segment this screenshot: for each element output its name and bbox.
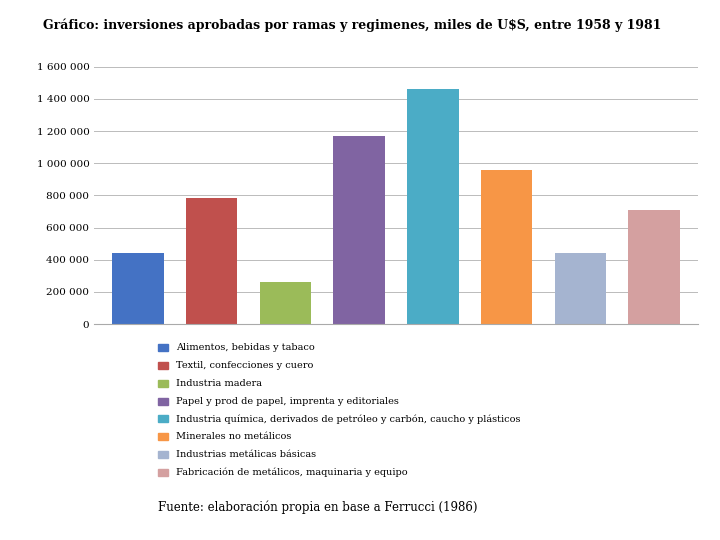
Bar [112,253,163,324]
Bar [259,282,311,324]
Text: Alimentos, bebidas y tabaco: Alimentos, bebidas y tabaco [176,343,315,352]
Bar [481,170,533,324]
Text: Textil, confecciones y cuero: Textil, confecciones y cuero [176,361,314,370]
Text: Papel y prod de papel, imprenta y editoriales: Papel y prod de papel, imprenta y editor… [176,396,400,406]
Text: Minerales no metálicos: Minerales no metálicos [176,432,292,441]
Text: Fabricación de metálicos, maquinaria y equipo: Fabricación de metálicos, maquinaria y e… [176,468,408,477]
Text: Industria madera: Industria madera [176,379,262,388]
Bar [407,89,459,324]
Bar [629,210,680,324]
Bar [333,136,385,324]
Text: Gráfico: inversiones aprobadas por ramas y regimenes, miles de U$S, entre 1958 y: Gráfico: inversiones aprobadas por ramas… [43,19,662,32]
Bar [186,198,238,324]
Bar [554,253,606,324]
Text: Fuente: elaboración propia en base a Ferrucci (1986): Fuente: elaboración propia en base a Fer… [158,501,478,514]
Text: Industria química, derivados de petróleo y carbón, caucho y plásticos: Industria química, derivados de petróleo… [176,414,521,423]
Text: Industrias metálicas básicas: Industrias metálicas básicas [176,450,317,459]
